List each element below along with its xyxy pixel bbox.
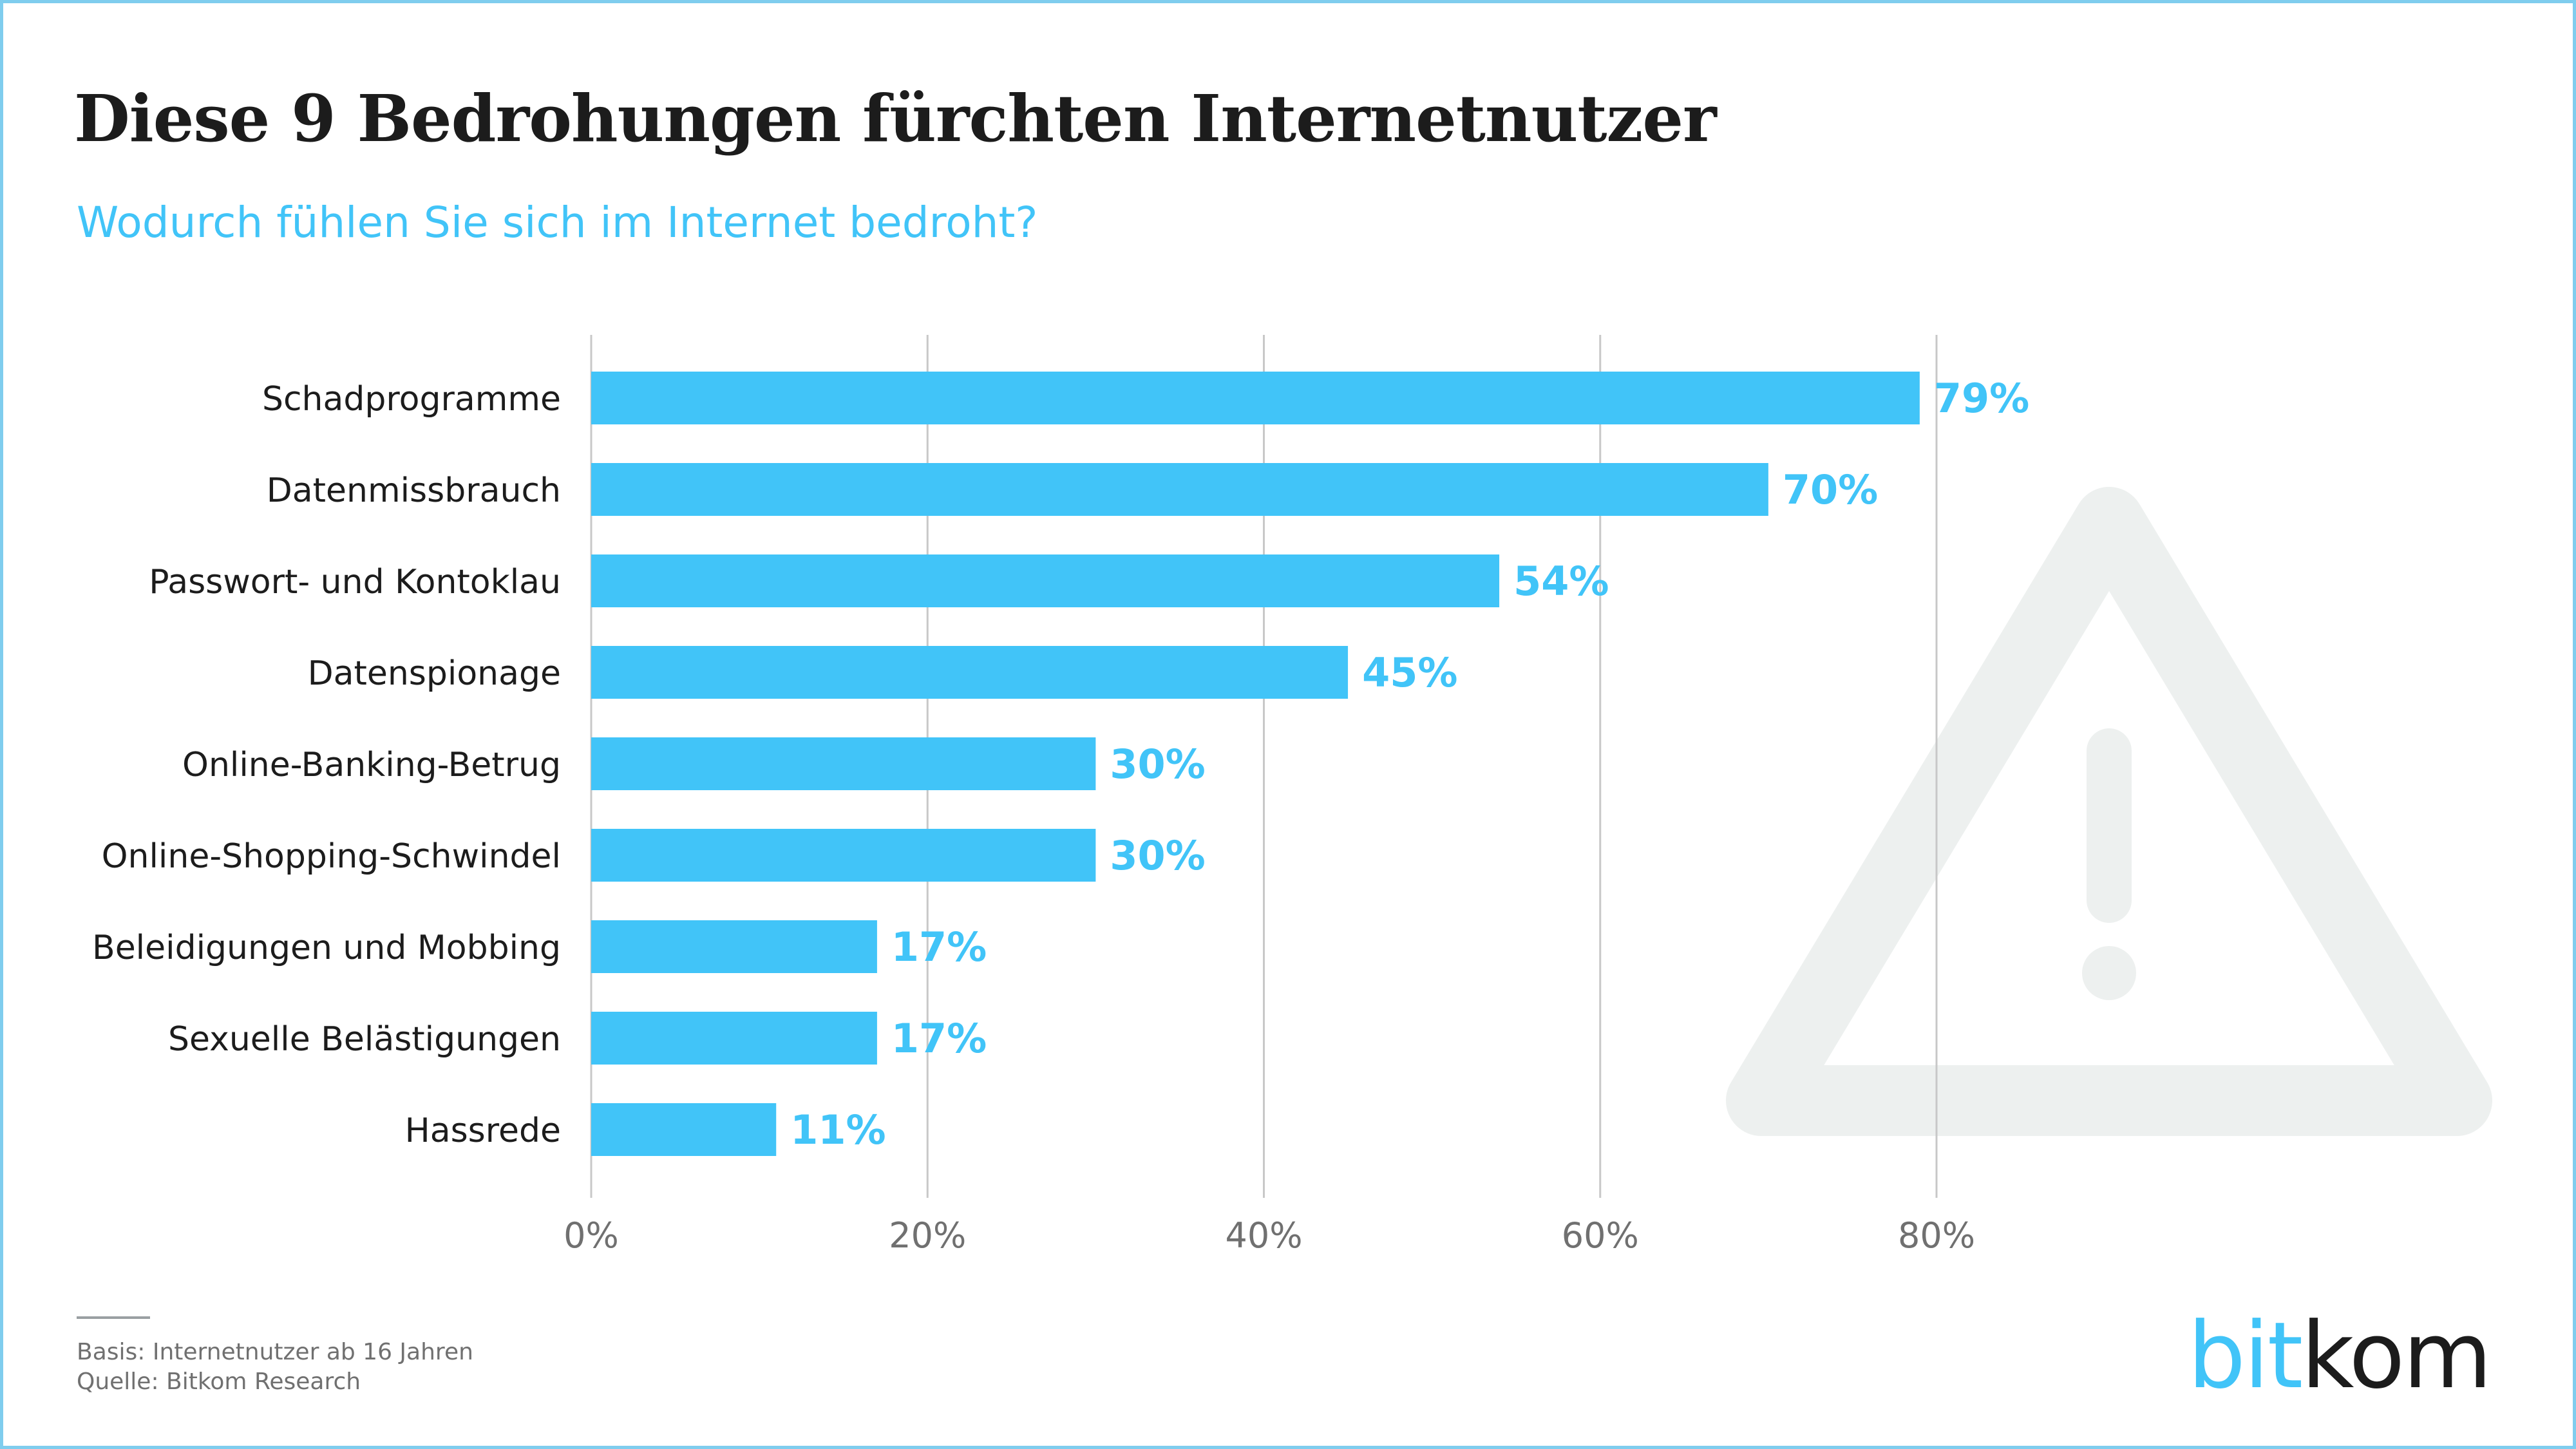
- value-label: 17%: [891, 923, 987, 971]
- warning-triangle-icon: [1726, 487, 2492, 1136]
- category-label: Passwort- und Kontoklau: [149, 563, 561, 601]
- x-tick-label: 40%: [1225, 1215, 1302, 1256]
- value-label: 30%: [1110, 832, 1205, 879]
- value-label: 30%: [1110, 741, 1205, 788]
- bitkom-logo: bitkom: [2188, 1311, 2492, 1402]
- footer-divider: [77, 1316, 150, 1319]
- logo-part-kom: kom: [2301, 1303, 2492, 1409]
- value-label: 45%: [1362, 649, 1457, 696]
- bar: [591, 829, 1096, 882]
- category-label: Sexuelle Belästigungen: [168, 1020, 561, 1059]
- category-label: Datenspionage: [308, 654, 561, 693]
- x-tick-label: 20%: [889, 1215, 966, 1256]
- bar-chart: 0% 20% 40% 60% 80% Schadprogramme 79% Datenmis…: [92, 335, 2492, 1256]
- category-label: Beleidigungen und Mobbing: [92, 929, 561, 967]
- chart-title: Diese 9 Bedrohungen fürchten Internetnut…: [74, 80, 1717, 156]
- bar: [591, 1012, 877, 1065]
- category-label: Schadprogramme: [262, 380, 561, 419]
- value-label: 17%: [891, 1015, 987, 1062]
- bar: [591, 554, 1500, 607]
- bar: [591, 646, 1349, 699]
- value-label: 79%: [1934, 375, 2029, 422]
- value-label: 11%: [790, 1106, 886, 1153]
- x-tick-label: 0%: [564, 1215, 619, 1256]
- value-label: 70%: [1783, 466, 1878, 513]
- category-label: Online-Banking-Betrug: [182, 746, 561, 784]
- x-tick-label: 80%: [1898, 1215, 1975, 1256]
- bar: [591, 920, 877, 973]
- bar: [591, 463, 1768, 516]
- footer-basis: Basis: Internetnutzer ab 16 Jahren: [77, 1339, 473, 1365]
- footer-source: Quelle: Bitkom Research: [77, 1368, 361, 1395]
- value-label: 54%: [1513, 558, 1609, 605]
- bar: [591, 737, 1096, 790]
- logo-part-bit: bit: [2188, 1303, 2303, 1409]
- bar: [591, 372, 1920, 424]
- bar: [591, 1103, 777, 1156]
- category-label: Datenmissbrauch: [267, 471, 561, 510]
- category-label: Online-Shopping-Schwindel: [102, 837, 561, 876]
- chart-subtitle: Wodurch fühlen Sie sich im Internet bedr…: [77, 198, 1038, 247]
- category-label: Hassrede: [405, 1112, 561, 1150]
- x-tick-label: 60%: [1562, 1215, 1639, 1256]
